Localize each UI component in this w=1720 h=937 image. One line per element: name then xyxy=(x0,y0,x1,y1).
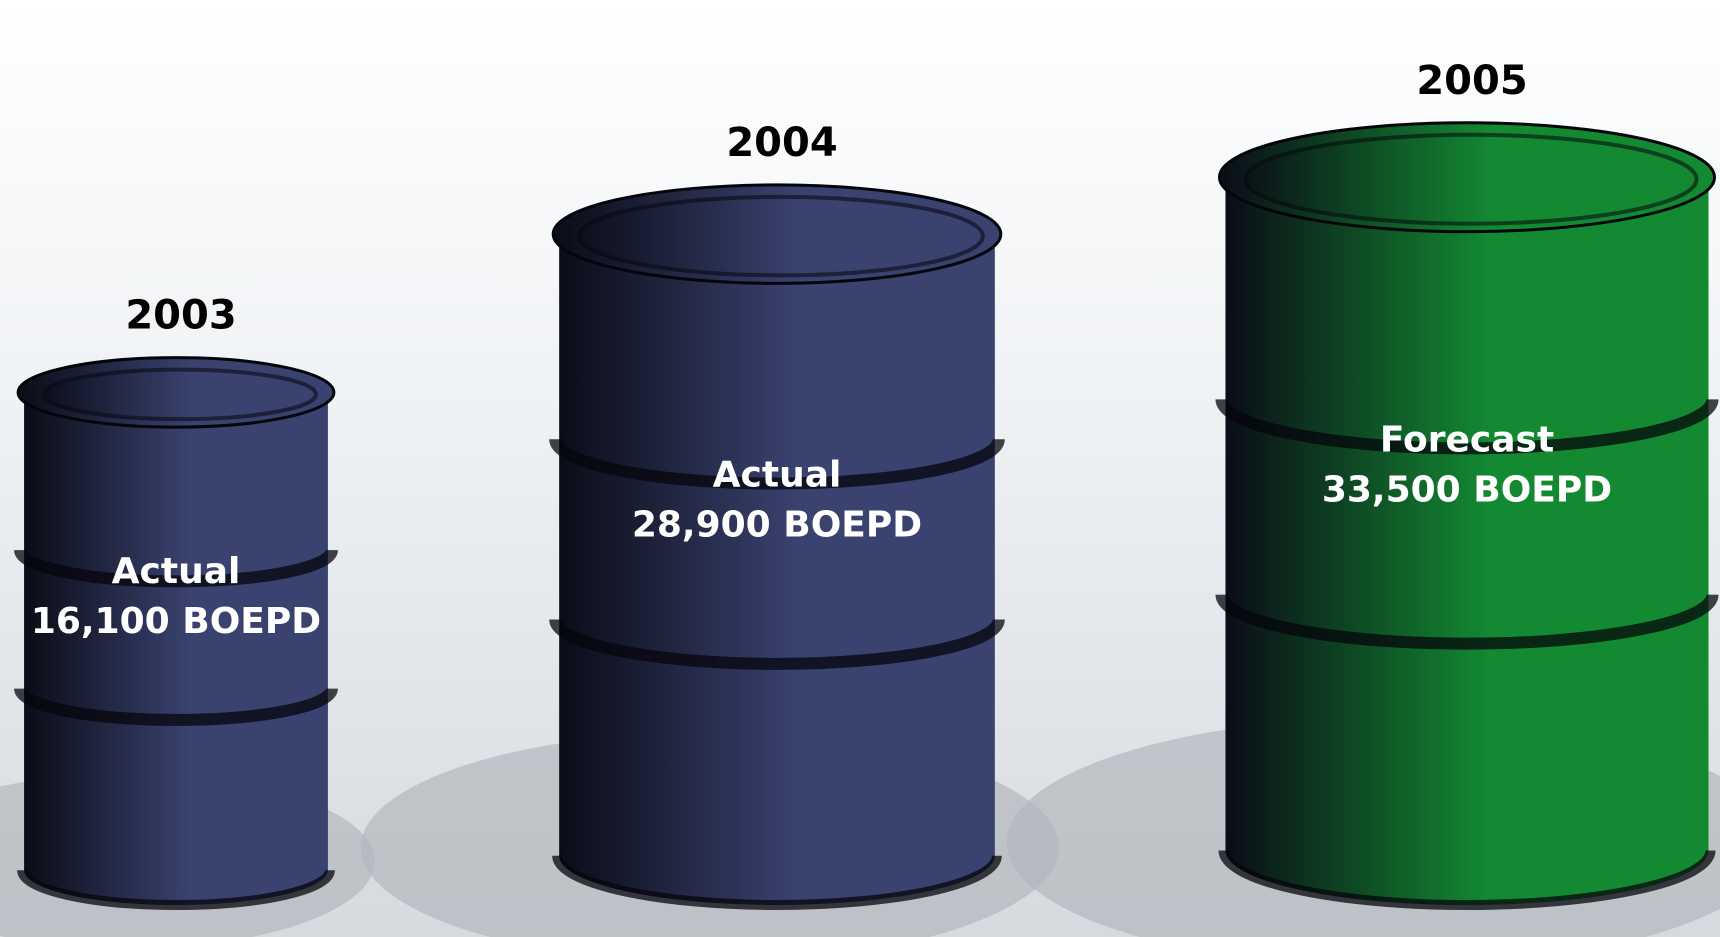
year-label: 2004 xyxy=(726,120,837,166)
value-label: 16,100 BOEPD xyxy=(31,601,321,642)
status-label: Forecast xyxy=(1380,420,1554,461)
status-label: Actual xyxy=(112,551,241,592)
status-label: Actual xyxy=(713,454,842,495)
chart: 2003 Actual 16,100 BOEPD 2004 Actual 28,900 B… xyxy=(0,0,1720,937)
barrel-lid xyxy=(1245,135,1696,224)
barrel-body xyxy=(559,234,995,905)
barrel-lid xyxy=(579,197,983,275)
barrel-lid xyxy=(44,370,316,419)
page: 2003 Actual 16,100 BOEPD 2004 Actual 28,900 B… xyxy=(0,0,1720,937)
barrel-body xyxy=(24,392,328,905)
year-label: 2003 xyxy=(125,293,236,339)
value-label: 33,500 BOEPD xyxy=(1322,470,1612,511)
value-label: 28,900 BOEPD xyxy=(632,504,922,545)
barrel-body xyxy=(1225,177,1708,905)
year-label: 2005 xyxy=(1416,58,1527,104)
barrel xyxy=(1219,123,1714,905)
